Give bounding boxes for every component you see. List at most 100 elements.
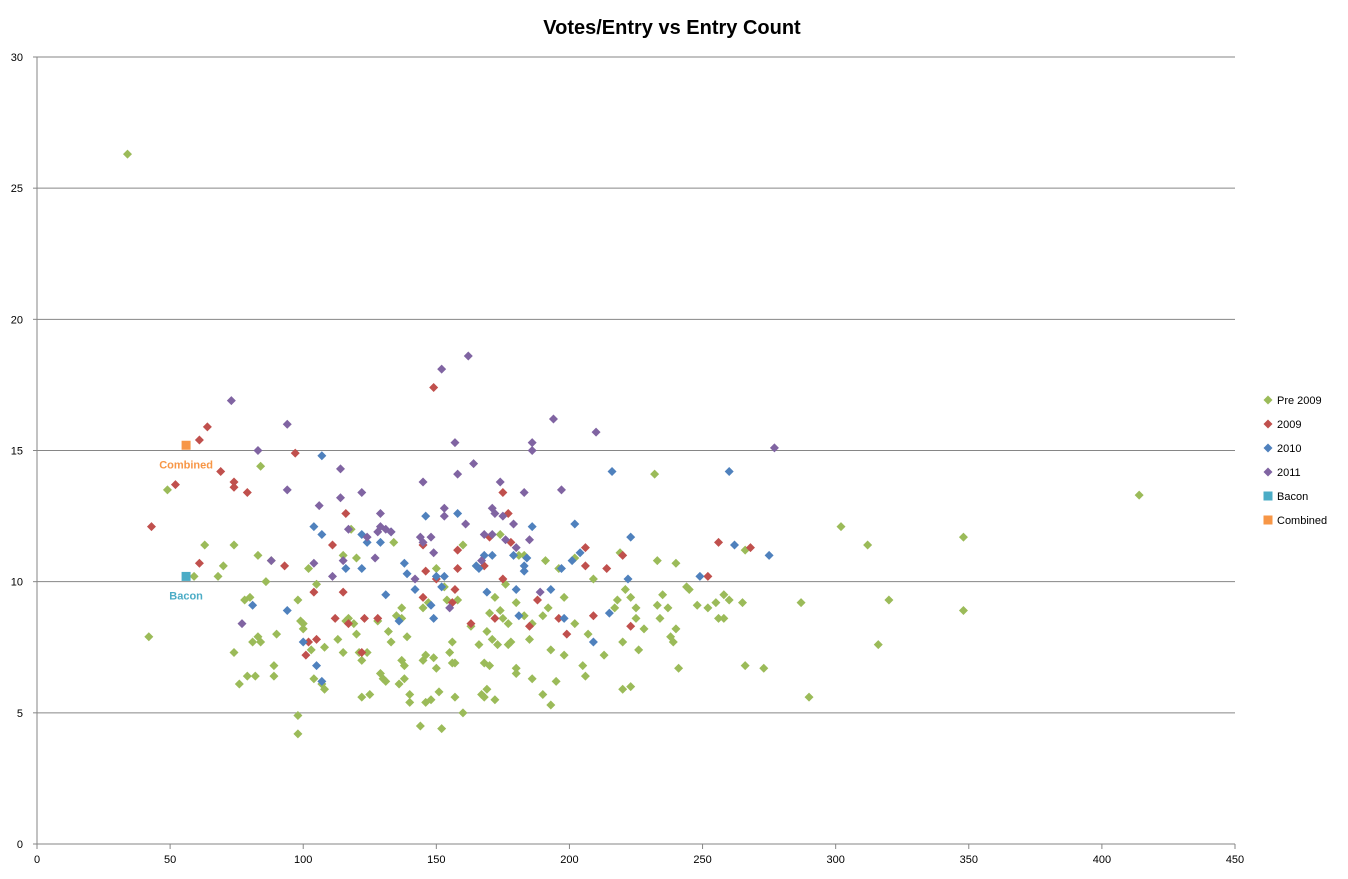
data-point-pre-2009 bbox=[306, 645, 316, 655]
data-point-combined bbox=[181, 440, 191, 450]
data-point-2010 bbox=[570, 519, 580, 529]
data-point-2011 bbox=[463, 351, 473, 361]
data-point-2009 bbox=[525, 621, 535, 631]
data-point-pre-2009 bbox=[588, 574, 598, 584]
data-point-2009 bbox=[490, 613, 500, 623]
data-point-pre-2009 bbox=[298, 624, 308, 634]
data-point-2011 bbox=[461, 519, 471, 529]
data-point-pre-2009 bbox=[634, 645, 644, 655]
data-point-2011 bbox=[479, 529, 489, 539]
data-point-2010 bbox=[511, 585, 521, 595]
data-point-pre-2009 bbox=[458, 708, 468, 718]
data-point-2010 bbox=[764, 550, 774, 560]
data-point-2010 bbox=[482, 587, 492, 597]
data-point-2011 bbox=[439, 511, 449, 521]
data-point-pre-2009 bbox=[426, 695, 436, 705]
data-point-2010 bbox=[421, 511, 431, 521]
data-point-2010 bbox=[588, 637, 598, 647]
data-point-pre-2009 bbox=[631, 603, 641, 613]
data-point-2011 bbox=[266, 556, 276, 566]
data-point-2010 bbox=[410, 585, 420, 595]
data-point-pre-2009 bbox=[724, 595, 734, 605]
legend-label: Pre 2009 bbox=[1277, 395, 1322, 407]
data-point-2009 bbox=[421, 566, 431, 576]
series-combined bbox=[181, 440, 191, 450]
x-tick-label: 0 bbox=[34, 854, 40, 866]
series-2011 bbox=[226, 351, 779, 629]
data-point-pre-2009 bbox=[381, 676, 391, 686]
data-point-2009 bbox=[146, 522, 156, 532]
data-point-pre-2009 bbox=[652, 600, 662, 610]
data-point-pre-2009 bbox=[506, 637, 516, 647]
data-point-pre-2009 bbox=[703, 603, 713, 613]
data-point-2011 bbox=[226, 396, 236, 406]
data-point-2011 bbox=[410, 574, 420, 584]
data-point-pre-2009 bbox=[958, 606, 968, 616]
data-point-2010 bbox=[375, 537, 385, 547]
data-point-2009 bbox=[357, 647, 367, 657]
data-point-2010 bbox=[402, 569, 412, 579]
data-point-2009 bbox=[588, 611, 598, 621]
data-point-2010 bbox=[626, 532, 636, 542]
data-point-pre-2009 bbox=[1134, 490, 1144, 500]
x-tick-label: 100 bbox=[294, 854, 312, 866]
data-point-2011 bbox=[498, 511, 508, 521]
data-point-2009 bbox=[229, 482, 239, 492]
data-point-2009 bbox=[328, 540, 338, 550]
data-point-pre-2009 bbox=[431, 663, 441, 673]
data-point-2010 bbox=[341, 564, 351, 574]
legend-entry-2010: 2010 bbox=[1263, 443, 1301, 455]
data-point-2010 bbox=[309, 522, 319, 532]
data-point-pre-2009 bbox=[312, 579, 322, 589]
y-tick-label: 0 bbox=[17, 839, 23, 851]
data-point-pre-2009 bbox=[304, 564, 314, 574]
data-point-2009 bbox=[453, 564, 463, 574]
data-point-pre-2009 bbox=[538, 689, 548, 699]
data-point-pre-2009 bbox=[431, 564, 441, 574]
data-point-pre-2009 bbox=[229, 540, 239, 550]
data-point-pre-2009 bbox=[610, 603, 620, 613]
data-point-pre-2009 bbox=[498, 613, 508, 623]
legend-label: Bacon bbox=[1277, 491, 1308, 503]
data-point-pre-2009 bbox=[620, 585, 630, 595]
data-point-pre-2009 bbox=[652, 556, 662, 566]
data-point-2010 bbox=[248, 600, 258, 610]
data-point-pre-2009 bbox=[269, 661, 279, 671]
data-point-pre-2009 bbox=[578, 661, 588, 671]
data-point-pre-2009 bbox=[450, 692, 460, 702]
data-point-pre-2009 bbox=[658, 590, 668, 600]
data-point-pre-2009 bbox=[663, 603, 673, 613]
data-point-pre-2009 bbox=[493, 640, 503, 650]
data-point-pre-2009 bbox=[684, 585, 694, 595]
data-point-pre-2009 bbox=[200, 540, 210, 550]
data-point-2010 bbox=[623, 574, 633, 584]
data-point-2011 bbox=[487, 529, 497, 539]
data-point-2011 bbox=[445, 603, 455, 613]
data-point-2010 bbox=[695, 571, 705, 581]
data-point-2011 bbox=[237, 619, 247, 629]
data-point-pre-2009 bbox=[511, 663, 521, 673]
data-point-pre-2009 bbox=[559, 650, 569, 660]
data-point-2011 bbox=[509, 519, 519, 529]
data-point-2010 bbox=[426, 600, 436, 610]
data-point-2010 bbox=[399, 558, 409, 568]
data-point-2010 bbox=[604, 608, 614, 618]
data-point-pre-2009 bbox=[546, 700, 556, 710]
data-point-pre-2009 bbox=[740, 661, 750, 671]
data-point-pre-2009 bbox=[626, 682, 636, 692]
data-point-2009 bbox=[618, 550, 628, 560]
data-point-2009 bbox=[341, 508, 351, 518]
data-point-2009 bbox=[330, 613, 340, 623]
data-point-2011 bbox=[282, 485, 292, 495]
data-point-2009 bbox=[343, 619, 353, 629]
y-tick-label: 30 bbox=[11, 52, 23, 64]
data-point-2009 bbox=[280, 561, 290, 571]
y-tick-label: 20 bbox=[11, 314, 23, 326]
point-annotations: Bacon Combined bbox=[159, 459, 213, 602]
data-point-pre-2009 bbox=[511, 668, 521, 678]
data-point-2011 bbox=[501, 535, 511, 545]
data-point-pre-2009 bbox=[503, 619, 513, 629]
data-point-2010 bbox=[317, 451, 327, 461]
